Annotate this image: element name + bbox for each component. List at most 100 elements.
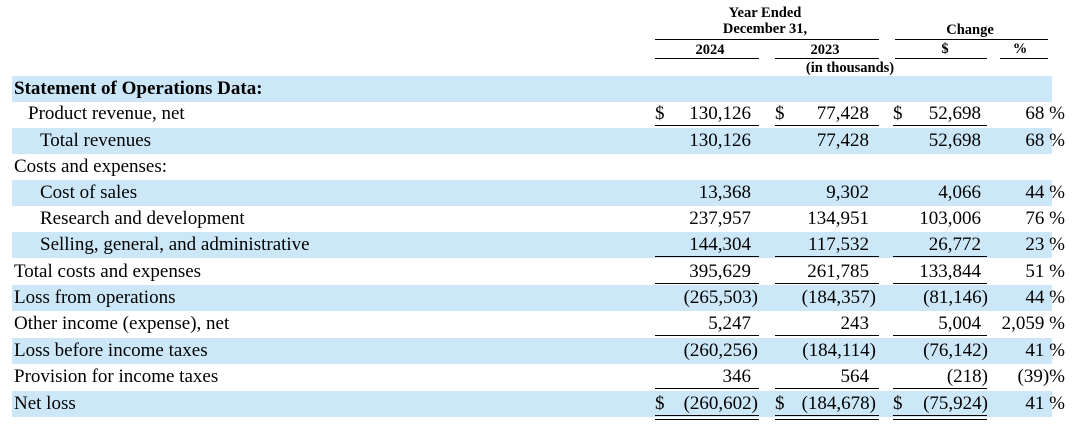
cell-v2024: 130,126 xyxy=(689,103,751,124)
cell-vchg: (218) xyxy=(946,366,988,387)
table-row: Provision for income taxes 346 564 (218) (39… xyxy=(0,364,1080,390)
cell-v2023: (184,678) xyxy=(801,393,876,414)
cell-pct: 41 % xyxy=(1025,393,1065,414)
cell-pct: 51 % xyxy=(1025,261,1065,282)
cell-underline xyxy=(655,256,759,257)
cell-v2024: 395,629 xyxy=(689,261,751,282)
cell-v2024: (265,503) xyxy=(683,287,758,308)
dollar-sign: $ xyxy=(775,103,785,124)
cell-underline xyxy=(893,388,987,389)
table-row: Cost of sales 13,368 9,302 4,066 44 % xyxy=(0,180,1080,206)
table-row: Loss before income taxes (260,256) (184,11… xyxy=(0,338,1080,364)
cell-v2023: 134,951 xyxy=(807,208,869,229)
table-row: Net loss $ (260,602) $ (184,678) $ (75,924) 41 … xyxy=(0,391,1080,420)
row-label: Loss before income taxes xyxy=(14,340,208,361)
cell-pct: 44 % xyxy=(1025,182,1065,203)
cell-vchg: (76,142) xyxy=(923,340,988,361)
row-label: Net loss xyxy=(14,393,76,414)
header-col-dollar: $ xyxy=(941,41,949,57)
cell-v2024: 5,247 xyxy=(708,313,751,334)
cell-v2023: 261,785 xyxy=(807,261,869,282)
row-shading xyxy=(12,180,1052,206)
cell-vchg: (81,146) xyxy=(923,287,988,308)
cell-v2024: 13,368 xyxy=(698,182,751,203)
header-rule-dollar xyxy=(895,58,987,59)
row-shading xyxy=(12,391,1052,417)
row-label: Research and development xyxy=(40,208,245,229)
cell-pct: 41 % xyxy=(1025,340,1065,361)
cell-v2024: 130,126 xyxy=(689,130,751,151)
header-col-pct: % xyxy=(1012,41,1028,57)
header-rule-2024 xyxy=(655,58,759,59)
cell-v2024: (260,602) xyxy=(683,393,758,414)
cell-v2024: 346 xyxy=(722,366,752,387)
dollar-sign: $ xyxy=(893,393,903,414)
cell-pct: 2,059 % xyxy=(1001,313,1065,334)
cell-v2023: (184,357) xyxy=(801,287,876,308)
cell-underline xyxy=(893,125,987,126)
cell-v2023: 9,302 xyxy=(826,182,869,203)
header-col-2023: 2023 xyxy=(810,42,840,58)
cell-vchg: 26,772 xyxy=(928,234,981,255)
cell-v2023: 564 xyxy=(840,366,870,387)
row-label: Product revenue, net xyxy=(28,103,185,124)
table-row: Research and development 237,957 134,951 10… xyxy=(0,206,1080,232)
table-row: Statement of Operations Data: xyxy=(0,76,1080,102)
cell-v2023: 77,428 xyxy=(816,130,869,151)
row-label: Selling, general, and administrative xyxy=(40,234,310,255)
row-label: Total revenues xyxy=(40,130,152,151)
row-shading xyxy=(12,338,1052,364)
cell-pct: 44 % xyxy=(1025,287,1065,308)
row-label: Loss from operations xyxy=(14,287,176,308)
cell-underline xyxy=(775,283,879,284)
dollar-sign: $ xyxy=(775,393,785,414)
header-rule-2023 xyxy=(775,58,879,59)
table-row: Total costs and expenses 395,629 261,785 13… xyxy=(0,259,1080,285)
cell-v2023: 77,428 xyxy=(816,103,869,124)
header-col-2024: 2024 xyxy=(695,42,725,58)
cell-v2023: 243 xyxy=(840,313,870,334)
cell-pct: 68 % xyxy=(1025,130,1065,151)
cell-pct: 23 % xyxy=(1025,234,1065,255)
row-shading xyxy=(12,232,1052,258)
table-row: Product revenue, net $130,126 $77,428 $52,6… xyxy=(0,101,1080,127)
cell-underline xyxy=(893,256,987,257)
row-shading xyxy=(12,128,1052,154)
header-year-ended: Year Ended xyxy=(728,5,802,21)
table-row: Total revenues 130,126 77,428 52,698 68 % xyxy=(0,128,1080,154)
header-rule-pct xyxy=(1000,58,1048,59)
dollar-sign: $ xyxy=(893,103,903,124)
cell-vchg: 133,844 xyxy=(919,261,981,282)
cell-vchg: 4,066 xyxy=(938,182,981,203)
header-rule-year xyxy=(655,39,879,40)
row-label: Other income (expense), net xyxy=(14,313,230,334)
dollar-sign: $ xyxy=(655,393,665,414)
row-label: Total costs and expenses xyxy=(14,261,202,282)
header-rule-change xyxy=(895,39,1048,40)
header-change: Change xyxy=(946,22,994,38)
cell-underline xyxy=(655,283,759,284)
dollar-sign: $ xyxy=(655,103,665,124)
cell-underline xyxy=(655,335,759,336)
table-row: Loss from operations (265,503) (184,357) (8… xyxy=(0,285,1080,311)
cell-vchg: 5,004 xyxy=(938,313,981,334)
cell-underline xyxy=(775,335,879,336)
cell-v2024: 144,304 xyxy=(689,234,751,255)
cell-underline xyxy=(893,283,987,284)
cell-vchg: 103,006 xyxy=(919,208,981,229)
cell-underline xyxy=(655,388,759,389)
cell-vchg: 52,698 xyxy=(928,130,981,151)
cell-underline xyxy=(775,415,879,420)
cell-underline xyxy=(655,125,759,126)
row-shading xyxy=(12,76,1052,102)
cell-v2023: 117,532 xyxy=(807,234,869,255)
table-row: Other income (expense), net 5,247 243 5,004… xyxy=(0,311,1080,337)
header-in-thousands: (in thousands) xyxy=(805,60,895,76)
cell-v2024: 237,957 xyxy=(689,208,751,229)
cell-v2023: (184,114) xyxy=(802,340,876,361)
cell-vchg: (75,924) xyxy=(923,393,988,414)
header-december: December 31, xyxy=(722,21,808,37)
cell-underline xyxy=(893,335,987,336)
table-row: Selling, general, and administrative 144,… xyxy=(0,232,1080,258)
cell-v2024: (260,256) xyxy=(683,340,758,361)
